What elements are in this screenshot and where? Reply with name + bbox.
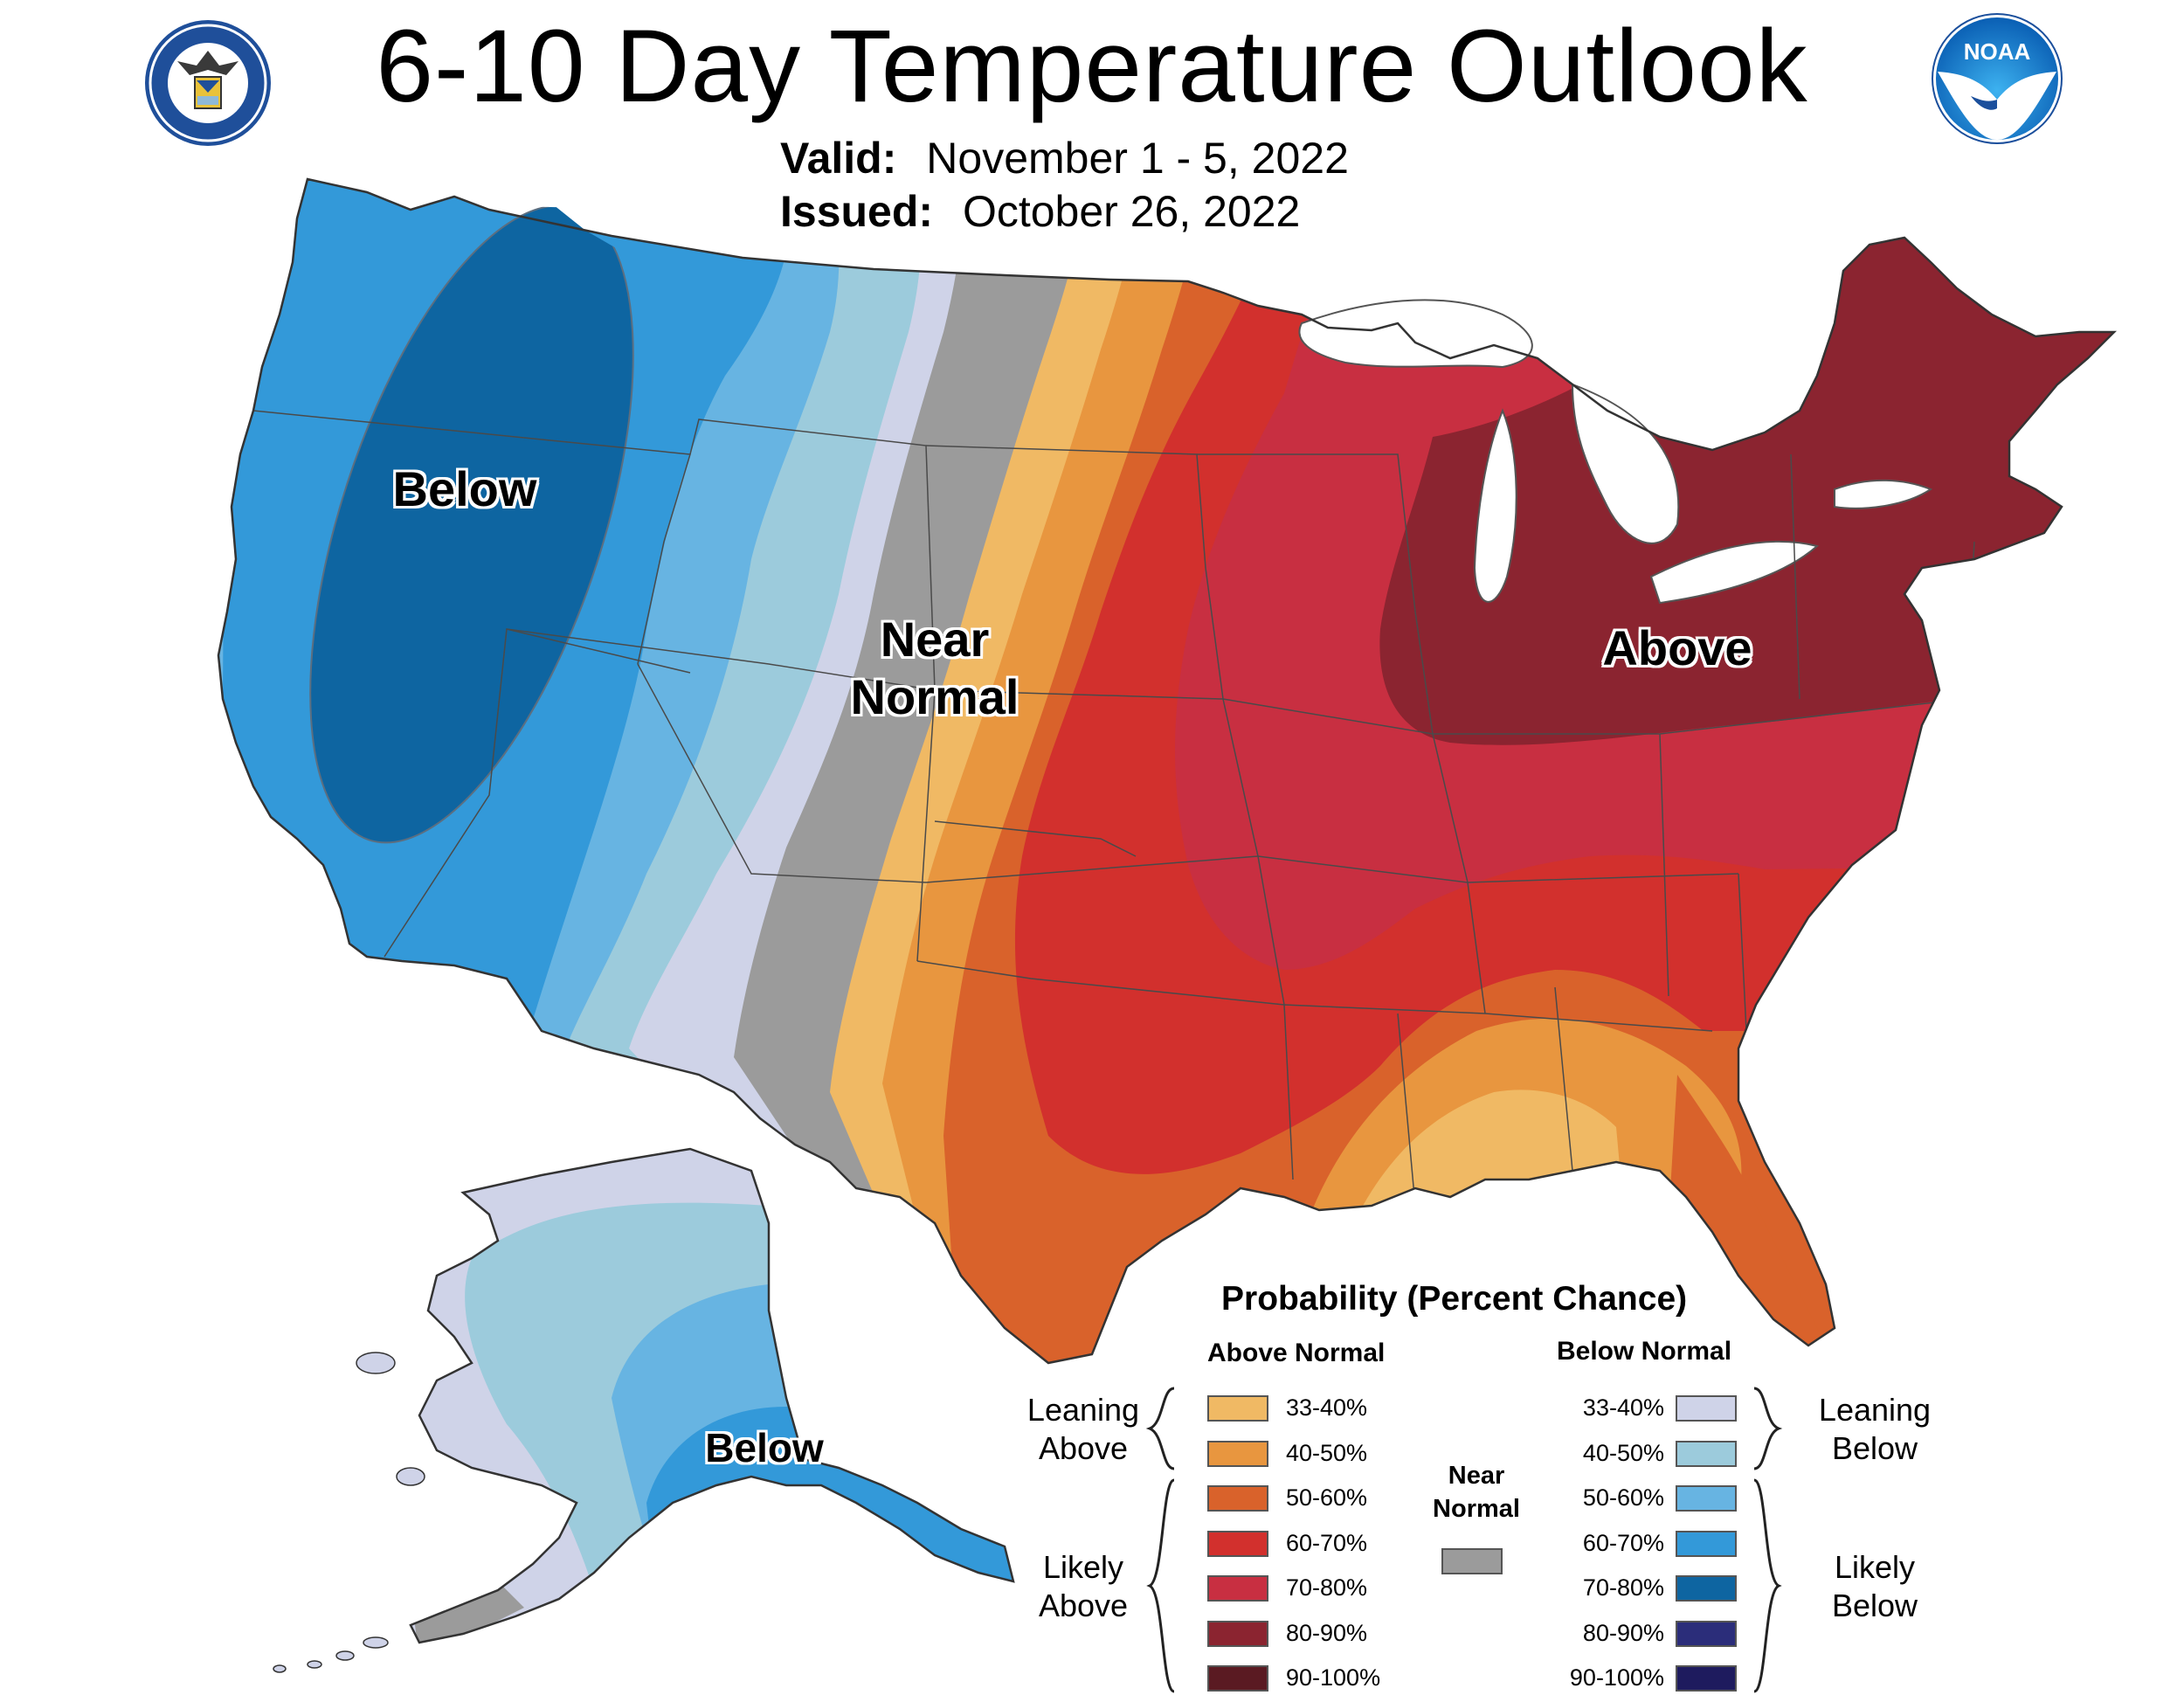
- legend-leaning-below: Leaning Below: [1796, 1391, 1953, 1468]
- issued-label: Issued:: [780, 187, 934, 236]
- legend-near-normal: Near Normal: [1415, 1459, 1538, 1526]
- below-range-5: 70-80%: [1582, 1574, 1664, 1601]
- legend-near-line2: Normal: [1433, 1495, 1520, 1523]
- label-near-normal-2: Normal: [850, 669, 1019, 724]
- legend-near-line1: Near: [1448, 1462, 1505, 1490]
- label-near-normal-1: Near: [880, 612, 990, 667]
- above-range-4: 60-70%: [1286, 1529, 1368, 1556]
- brace-likely-below-icon: [1753, 1478, 1782, 1693]
- valid-value: November 1 - 5, 2022: [926, 134, 1349, 183]
- legend-likely-below-line2: Below: [1831, 1588, 1918, 1623]
- brace-likely-above-icon: [1146, 1478, 1175, 1693]
- legend-leaning-below-line1: Leaning: [1818, 1392, 1932, 1428]
- label-below-alaska: Below: [705, 1425, 824, 1470]
- legend-leaning-above-line1: Leaning: [1026, 1392, 1140, 1428]
- below-range-3: 50-60%: [1582, 1484, 1664, 1511]
- below-range-6: 80-90%: [1582, 1619, 1664, 1646]
- legend-title: Probability (Percent Chance): [1221, 1280, 1688, 1318]
- above-range-6: 80-90%: [1286, 1619, 1368, 1646]
- above-swatch-6: [1207, 1620, 1268, 1647]
- below-swatch-6: [1676, 1620, 1737, 1647]
- noaa-logo-text: NOAA: [1963, 38, 2031, 65]
- label-below-west: Below: [392, 461, 537, 516]
- brace-leaning-below-icon: [1753, 1387, 1783, 1470]
- conus-outline: [217, 177, 2118, 1365]
- map-title: 6-10 Day Temperature Outlook: [376, 9, 1808, 124]
- legend-leaning-above-line2: Above: [1038, 1430, 1129, 1466]
- aleutian-islands: [273, 1352, 425, 1673]
- above-range-7: 90-100%: [1286, 1664, 1381, 1691]
- state-borders: [252, 410, 1975, 1207]
- below-swatch-2: [1676, 1440, 1737, 1467]
- below-range-2: 40-50%: [1582, 1439, 1664, 1466]
- valid-date: Valid: November 1 - 5, 2022: [780, 133, 1349, 183]
- above-range-2: 40-50%: [1286, 1439, 1368, 1466]
- issued-date: Issued: October 26, 2022: [780, 186, 1300, 237]
- legend-near-swatch: [1441, 1548, 1503, 1574]
- below-swatch-4: [1676, 1530, 1737, 1557]
- legend-below-header: Below Normal: [1557, 1337, 1732, 1366]
- issued-value: October 26, 2022: [962, 187, 1301, 236]
- valid-label: Valid:: [780, 134, 897, 183]
- above-range-1: 33-40%: [1286, 1394, 1368, 1421]
- below-range-4: 60-70%: [1582, 1529, 1664, 1556]
- legend-likely-above-line1: Likely: [1042, 1549, 1124, 1585]
- legend-likely-below-line1: Likely: [1834, 1549, 1916, 1585]
- above-swatch-5: [1207, 1575, 1268, 1602]
- above-range-5: 70-80%: [1286, 1574, 1368, 1601]
- brace-leaning-above-icon: [1145, 1387, 1175, 1470]
- above-swatch-2: [1207, 1440, 1268, 1467]
- above-range-3: 50-60%: [1286, 1484, 1368, 1511]
- below-range-7: 90-100%: [1569, 1664, 1664, 1691]
- legend-likely-above-line2: Above: [1038, 1588, 1129, 1623]
- label-above-east: Above: [1602, 620, 1752, 675]
- noaa-logo-icon: [1932, 13, 2063, 144]
- legend-leaning-above: Leaning Above: [1013, 1391, 1153, 1468]
- above-swatch-4: [1207, 1530, 1268, 1557]
- below-range-1: 33-40%: [1582, 1394, 1664, 1421]
- above-swatch-3: [1207, 1485, 1268, 1512]
- above-swatch-1: [1207, 1395, 1268, 1422]
- alaska-outline: [409, 1147, 1015, 1644]
- legend-leaning-below-line2: Below: [1831, 1430, 1918, 1466]
- below-swatch-1: [1676, 1395, 1737, 1422]
- below-swatch-7: [1676, 1665, 1737, 1692]
- legend-above-header: Above Normal: [1207, 1339, 1386, 1367]
- department-of-commerce-seal-icon: [145, 20, 271, 146]
- below-swatch-3: [1676, 1485, 1737, 1512]
- legend-likely-below: Likely Below: [1796, 1548, 1953, 1625]
- legend-likely-above: Likely Above: [1013, 1548, 1153, 1625]
- below-swatch-5: [1676, 1575, 1737, 1602]
